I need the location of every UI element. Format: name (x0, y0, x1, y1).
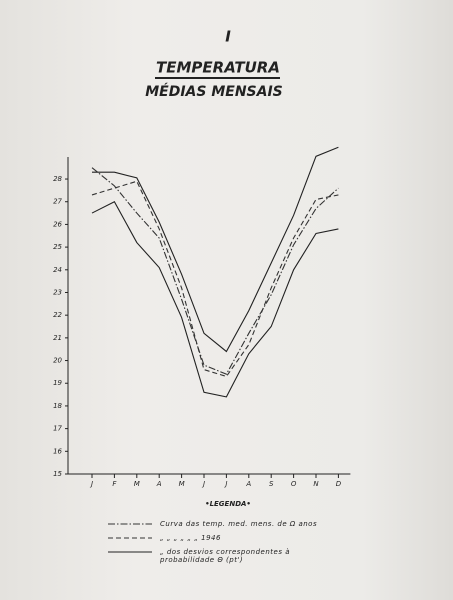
y-tick-label: 26 (53, 220, 62, 228)
y-tick-label: 23 (53, 288, 62, 296)
x-tick-label: S (269, 480, 274, 488)
y-tick-label: 25 (53, 243, 62, 251)
series-line (91, 180, 339, 378)
y-tick-label: 19 (53, 379, 62, 387)
x-tick-label: N (313, 480, 319, 488)
x-tick-label: J (223, 480, 227, 488)
y-tick-label: 27 (53, 198, 62, 206)
y-tick-label: 21 (53, 334, 62, 342)
x-tick-label: J (201, 480, 205, 488)
x-tick-label: O (291, 480, 297, 488)
legend-label: „ „ „ „ „ „ 1946 (160, 534, 221, 542)
x-tick-label: F (112, 480, 117, 488)
y-tick-label: 28 (53, 175, 62, 183)
y-tick-label: 17 (53, 425, 62, 433)
y-tick-label: 24 (53, 266, 62, 274)
series-line (91, 167, 339, 375)
y-tick-label: 22 (53, 311, 62, 319)
x-tick-label: A (245, 480, 251, 488)
chart-subtitle: MÉDIAS MENSAIS (145, 83, 283, 100)
series-line (91, 200, 339, 398)
x-tick-label: D (336, 480, 342, 488)
y-tick-label: 20 (53, 357, 62, 365)
series-line (92, 146, 339, 353)
x-tick-label: J (89, 480, 93, 488)
x-tick-label: A (156, 480, 162, 488)
y-tick-label: 16 (53, 447, 62, 455)
y-tick-label: 18 (53, 402, 62, 410)
legend-label: „ dos desvios correspondentes à probabil… (160, 548, 290, 564)
x-tick-label: M (179, 480, 185, 488)
page-number: I (225, 28, 231, 46)
y-tick-label: 15 (53, 470, 62, 478)
legend-label: Curva das temp. med. mens. de Ω anos (160, 520, 318, 528)
legend-title: •LEGENDA• (205, 500, 251, 508)
chart-title: TEMPERATURA (156, 59, 280, 77)
x-tick-label: M (134, 480, 140, 488)
